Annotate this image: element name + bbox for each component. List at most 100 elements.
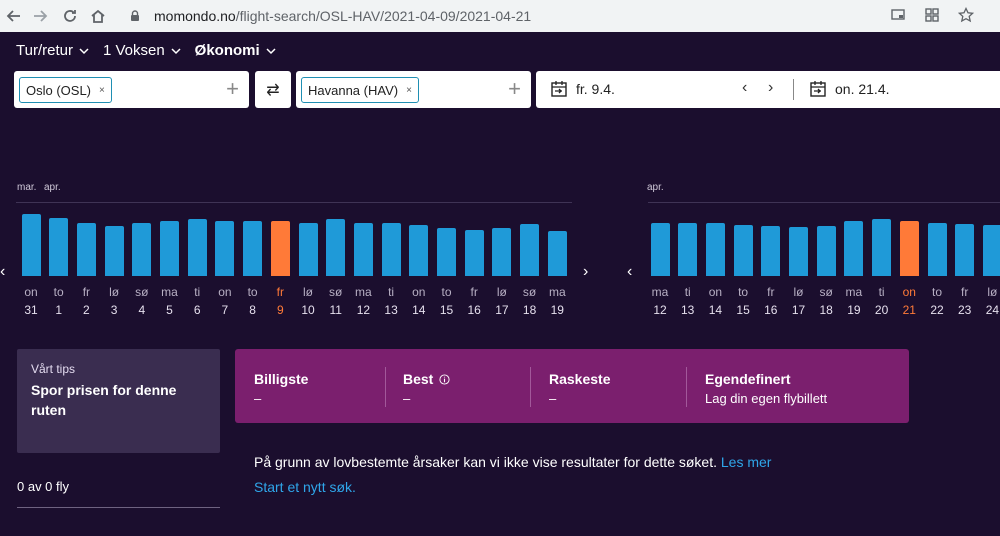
add-destination-icon[interactable]: + [508, 76, 521, 101]
price-bar[interactable] [955, 224, 975, 276]
day-number-label[interactable]: 15 [736, 303, 750, 317]
address-bar[interactable]: momondo.no/flight-search/OSL-HAV/2021-04… [118, 2, 988, 30]
price-bar[interactable] [789, 227, 808, 276]
day-number-label[interactable]: 22 [930, 303, 944, 317]
trip-type-dropdown[interactable]: Tur/retur [16, 42, 89, 59]
depart-prev-day-icon[interactable]: ‹ [742, 79, 748, 96]
day-number-label[interactable]: 18 [522, 303, 537, 317]
day-number-label[interactable]: 31 [24, 303, 38, 317]
price-bar[interactable] [104, 226, 124, 276]
tab-custom[interactable]: Egendefinert Lag din egen flybillett [705, 371, 827, 406]
day-number-label[interactable]: 24 [985, 303, 1000, 317]
day-number-label[interactable]: 9 [276, 303, 284, 317]
price-bar[interactable] [49, 218, 69, 276]
day-number-label[interactable]: 19 [847, 303, 861, 317]
forward-icon[interactable] [26, 2, 54, 30]
price-bar[interactable] [899, 221, 919, 276]
day-number-label[interactable]: 12 [356, 303, 371, 317]
price-bar[interactable] [298, 223, 318, 276]
remove-destination-icon[interactable]: × [406, 84, 412, 96]
day-number-label[interactable]: 16 [764, 303, 778, 317]
star-icon[interactable] [958, 7, 974, 23]
day-number-label[interactable]: 1 [55, 303, 63, 317]
return-date-field[interactable]: on. 21.4. [809, 80, 890, 98]
read-more-link[interactable]: Les mer [720, 454, 772, 470]
day-number-label[interactable]: 10 [301, 303, 315, 317]
destination-chip[interactable]: Havanna (HAV) × [301, 77, 419, 103]
destination-field[interactable]: Havanna (HAV) × + [296, 71, 531, 108]
day-number-label[interactable]: 6 [193, 303, 201, 317]
day-number-label[interactable]: 8 [249, 303, 256, 317]
price-bar[interactable] [872, 219, 892, 276]
day-number-label[interactable]: 5 [166, 303, 173, 317]
swap-button[interactable]: ⇄ [255, 71, 291, 108]
day-number-label[interactable]: 23 [958, 303, 972, 317]
price-bar[interactable] [464, 230, 484, 276]
day-number-label[interactable]: 12 [653, 303, 667, 317]
price-bar[interactable] [492, 228, 512, 276]
passengers-dropdown[interactable]: 1 Voksen [103, 42, 181, 59]
day-number-label[interactable]: 7 [221, 303, 229, 317]
tab-fastest[interactable]: Raskeste – [549, 371, 611, 406]
origin-field[interactable]: Oslo (OSL) × + [14, 71, 249, 108]
day-number-label[interactable]: 17 [495, 303, 509, 317]
price-bar[interactable] [547, 231, 567, 276]
price-bar[interactable] [76, 223, 96, 276]
new-search-link[interactable]: Start et nytt søk. [254, 479, 356, 495]
day-number-label[interactable]: 14 [412, 303, 426, 317]
price-bar[interactable] [437, 228, 456, 276]
tips-card[interactable]: Vårt tips Spor prisen for denne ruten [17, 349, 220, 453]
day-number-label[interactable]: 20 [874, 303, 889, 317]
day-number-label[interactable]: 19 [550, 303, 564, 317]
home-icon[interactable] [84, 2, 112, 30]
day-number-label[interactable]: 13 [681, 303, 695, 317]
reload-icon[interactable] [56, 2, 84, 30]
day-number-label[interactable]: 4 [138, 303, 146, 317]
price-bar[interactable] [353, 223, 373, 276]
cast-icon[interactable] [890, 7, 906, 23]
price-bar[interactable] [705, 223, 725, 276]
price-bar[interactable] [381, 223, 401, 276]
price-bar[interactable] [816, 226, 836, 276]
extension-icon[interactable] [924, 7, 940, 23]
day-number-label[interactable]: 13 [384, 303, 398, 317]
price-bar[interactable] [187, 219, 207, 276]
price-bar[interactable] [733, 225, 753, 276]
price-bar[interactable] [520, 224, 540, 276]
price-bar[interactable] [243, 221, 263, 276]
add-origin-icon[interactable]: + [226, 76, 239, 101]
price-bar[interactable] [132, 223, 152, 276]
price-bar[interactable] [982, 225, 1000, 276]
day-number-label[interactable]: 3 [110, 303, 118, 317]
price-bar[interactable] [650, 223, 670, 276]
price-bar[interactable] [160, 221, 179, 276]
day-number-label[interactable]: 14 [708, 303, 723, 317]
tab-best[interactable]: Best – [403, 371, 450, 406]
return-chart-prev-icon[interactable]: ‹ [627, 263, 633, 280]
back-icon[interactable] [0, 2, 28, 30]
price-bar[interactable] [270, 221, 290, 276]
day-number-label[interactable]: 11 [329, 303, 342, 317]
cabin-dropdown[interactable]: Økonomi [195, 42, 276, 59]
price-bar[interactable] [21, 214, 41, 276]
depart-chart-next-icon[interactable]: › [583, 263, 589, 280]
price-bar[interactable] [927, 223, 947, 276]
depart-chart-prev-icon[interactable]: ‹ [0, 263, 6, 280]
day-number-label[interactable]: 18 [819, 303, 833, 317]
day-number-label[interactable]: 16 [467, 303, 481, 317]
depart-next-day-icon[interactable]: › [768, 79, 774, 96]
price-bar[interactable] [678, 223, 698, 276]
day-number-label[interactable]: 21 [902, 303, 916, 317]
price-bar[interactable] [409, 225, 429, 276]
info-icon[interactable] [439, 373, 450, 385]
day-number-label[interactable]: 17 [791, 303, 806, 317]
depart-date-field[interactable]: fr. 9.4. [550, 80, 615, 98]
price-bar[interactable] [326, 219, 346, 276]
remove-origin-icon[interactable]: × [99, 84, 105, 96]
day-number-label[interactable]: 15 [439, 303, 454, 317]
day-number-label[interactable]: 2 [83, 303, 90, 317]
price-bar[interactable] [761, 226, 781, 276]
origin-chip[interactable]: Oslo (OSL) × [19, 77, 112, 103]
price-bar[interactable] [215, 221, 235, 276]
price-bar[interactable] [844, 221, 864, 276]
